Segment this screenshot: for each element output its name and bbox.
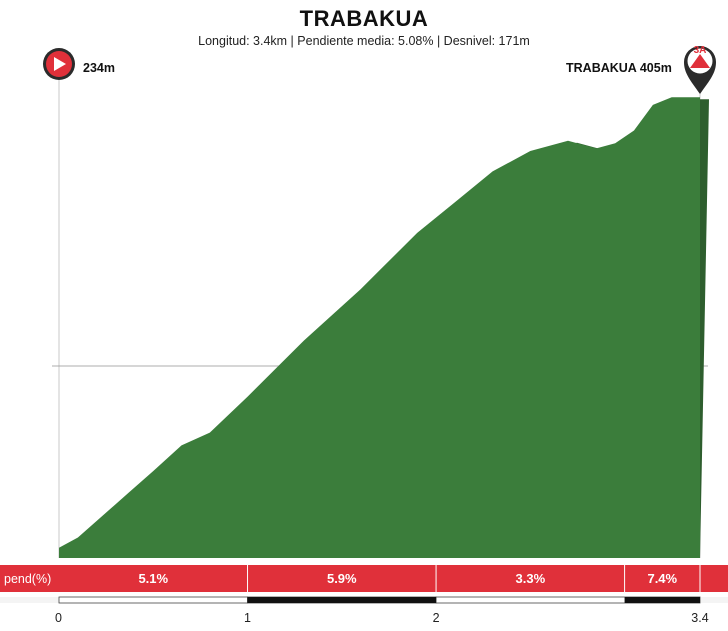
elevation-profile-area	[59, 97, 700, 558]
start-play-icon	[43, 48, 75, 80]
start-elevation-label: 234m	[83, 61, 115, 75]
scale-bar-segment	[247, 597, 437, 603]
gradient-band	[0, 565, 728, 592]
gradient-segment-label: 5.9%	[327, 571, 357, 586]
gradient-segment-label: 3.3%	[516, 571, 546, 586]
gradient-segment-label: 5.1%	[138, 571, 168, 586]
x-tick-label: 0	[55, 611, 62, 625]
gradient-segment-label: 7.4%	[647, 571, 677, 586]
x-tick-label: 1	[244, 611, 251, 625]
play-triangle-icon	[54, 57, 66, 71]
gradient-band-label: pend(%)	[4, 572, 51, 586]
x-tick-label: 2	[433, 611, 440, 625]
summit-elevation-label: TRABAKUA 405m	[566, 61, 672, 75]
scale-bar-segment	[624, 597, 700, 603]
scale-bar-segment	[58, 596, 248, 604]
x-tick-label: 3.4	[691, 611, 708, 625]
mountain-summit-icon: 3A	[684, 45, 716, 94]
category-badge: 3A	[694, 45, 707, 56]
mountain-glyph-icon	[690, 54, 710, 68]
chart-title: TRABAKUA	[299, 6, 429, 31]
chart-subtitle: Longitud: 3.4km | Pendiente media: 5.08%…	[198, 34, 530, 48]
